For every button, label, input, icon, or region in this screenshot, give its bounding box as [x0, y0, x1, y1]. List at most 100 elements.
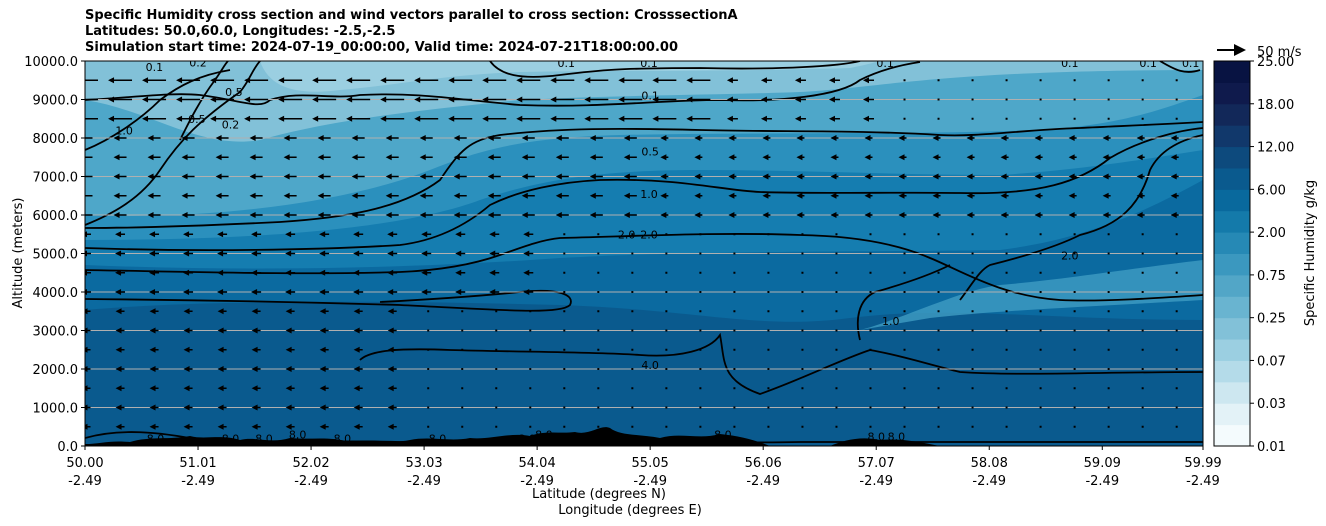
wind-vector: [584, 77, 609, 84]
wind-vector: [1034, 212, 1043, 218]
wind-vector: [285, 289, 296, 295]
wind-vector: [728, 135, 737, 141]
y-tick-label: 6000.0: [33, 209, 79, 224]
wind-vector: [149, 250, 160, 257]
wind-vector: [210, 115, 235, 122]
wind-vector: [529, 368, 532, 370]
wind-vector: [387, 231, 398, 238]
wind-vector: [971, 348, 974, 351]
wind-vector: [971, 368, 974, 370]
wind-vector: [597, 387, 600, 390]
wind-vector: [181, 192, 195, 199]
wind-vector: [869, 329, 872, 332]
x-axis-label-lon: Longitude (degrees E): [558, 503, 702, 518]
wind-vector: [971, 310, 974, 313]
wind-vector: [251, 231, 262, 238]
wind-vector: [1005, 271, 1008, 274]
wind-vector: [285, 231, 296, 238]
wind-vector: [319, 346, 329, 353]
wind-vector: [801, 406, 804, 409]
wind-vector: [108, 77, 133, 84]
wind-vector: [115, 423, 125, 430]
wind-vector: [1175, 98, 1178, 101]
wind-vector: [319, 385, 329, 392]
wind-vector: [1141, 291, 1144, 293]
wind-vector: [215, 212, 229, 218]
wind-vector: [733, 368, 736, 370]
wind-vector: [903, 79, 906, 82]
wind-vector: [455, 269, 466, 276]
wind-vector: [85, 327, 91, 334]
wind-vector: [652, 77, 677, 84]
wind-vector: [869, 291, 872, 293]
wind-vector: [665, 368, 668, 370]
wind-vector: [1034, 192, 1043, 199]
wind-vector: [1141, 348, 1144, 351]
wind-vector: [1039, 98, 1042, 101]
wind-vector: [249, 212, 263, 218]
wind-vector: [85, 308, 91, 315]
wind-vector: [1039, 310, 1042, 313]
wind-vector: [487, 154, 501, 161]
wind-vector: [937, 79, 940, 82]
wind-vector: [1170, 135, 1179, 141]
colorbar-swatch: [1214, 125, 1250, 148]
contour-label: 0.1: [557, 57, 575, 70]
wind-vector: [1073, 233, 1076, 236]
wind-vector: [660, 135, 669, 141]
wind-vector: [251, 269, 262, 276]
wind-vector: [1141, 117, 1144, 120]
wind-vector: [217, 269, 228, 276]
wind-vector: [932, 173, 941, 180]
wind-vector: [1141, 252, 1144, 255]
wind-vector: [699, 406, 702, 409]
wind-vector: [387, 404, 397, 411]
wind-vector: [694, 212, 703, 218]
wind-vector: [312, 96, 337, 103]
wind-vector: [149, 308, 159, 315]
wind-vector: [183, 231, 194, 238]
contour-label: 8.0: [289, 428, 307, 441]
wind-vector: [387, 385, 397, 392]
wind-vector: [319, 404, 329, 411]
wind-vector: [346, 96, 371, 103]
wind-vector: [215, 173, 229, 180]
contour-label: 8.0: [714, 428, 732, 441]
wind-vector: [183, 308, 193, 315]
wind-vector: [283, 173, 297, 180]
wind-vector: [448, 115, 473, 122]
wind-vector: [181, 173, 195, 180]
wind-vector: [932, 212, 941, 218]
wind-vector: [631, 406, 634, 409]
wind-vector: [183, 366, 193, 372]
wind-vector: [453, 154, 467, 161]
wind-vector: [903, 368, 906, 370]
contour-line: [85, 61, 921, 107]
wind-vector: [385, 135, 399, 141]
wind-vector: [550, 115, 575, 122]
wind-vector: [1068, 135, 1077, 141]
y-tick-label: 10000.0: [24, 55, 78, 70]
wind-vector: [149, 385, 159, 392]
wind-vector: [1073, 329, 1076, 332]
wind-vector: [319, 231, 330, 238]
wind-vector: [1068, 173, 1077, 180]
wind-vector: [251, 308, 261, 315]
wind-vector: [285, 346, 295, 353]
wind-vector: [521, 135, 535, 141]
wind-vector: [971, 79, 974, 82]
wind-vector: [217, 231, 228, 238]
contour-label: 2.0: [640, 228, 658, 241]
wind-vector: [937, 387, 940, 390]
wind-vector: [631, 310, 634, 313]
wind-vector: [387, 327, 397, 334]
wind-vector: [760, 96, 772, 103]
wind-vector: [830, 135, 839, 141]
wind-vector: [1170, 192, 1179, 199]
wind-vector: [1005, 98, 1008, 101]
wind-vector: [1107, 329, 1110, 332]
wind-vector: [903, 310, 906, 313]
wind-vector: [215, 154, 229, 161]
colorbar-tick-label: 0.03: [1257, 397, 1286, 412]
